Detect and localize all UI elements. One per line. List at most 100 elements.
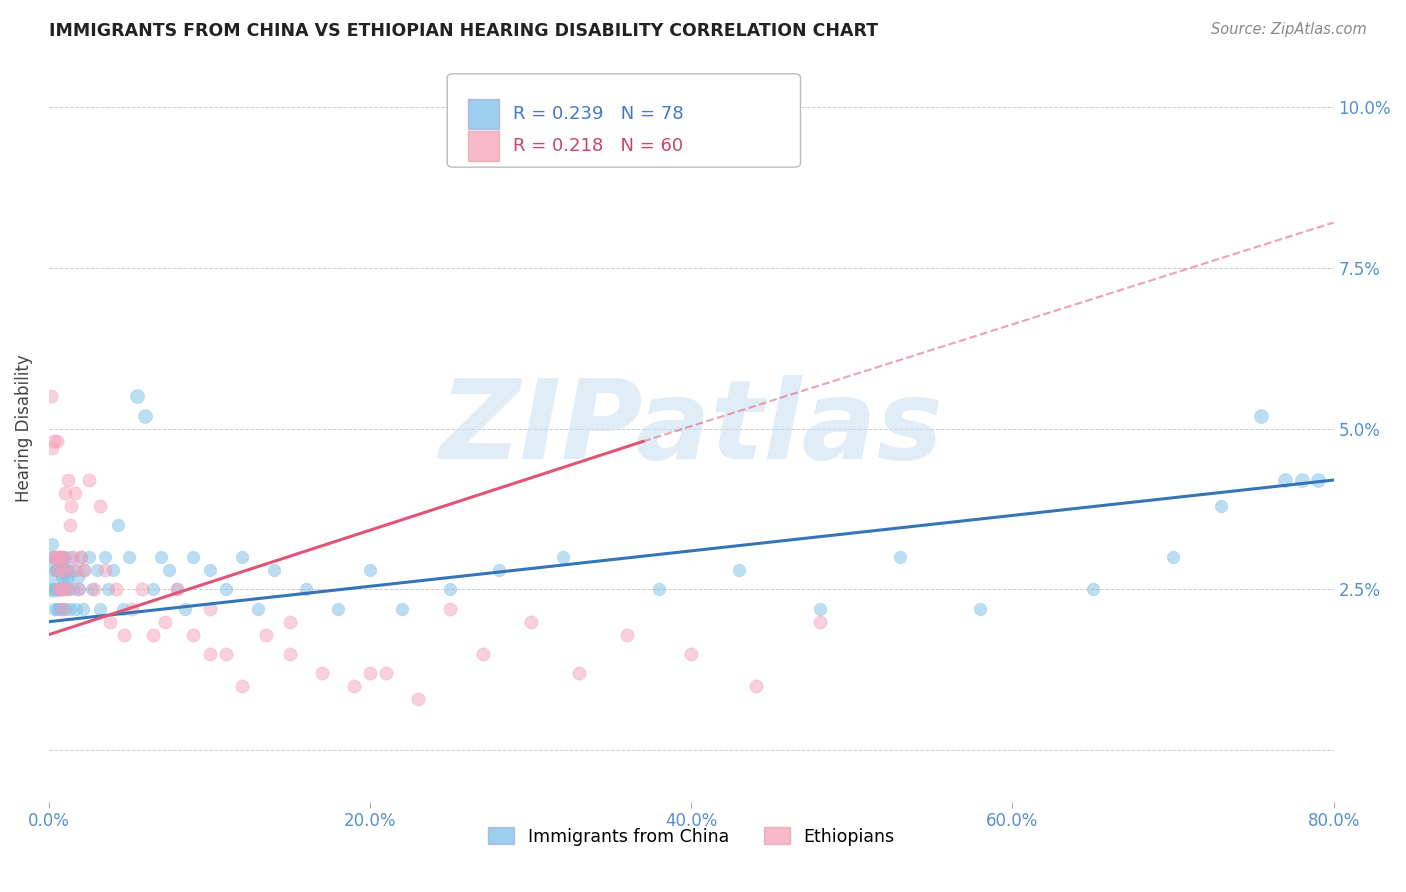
- Point: [48, 582, 70, 597]
- Point: [391, 601, 413, 615]
- Point: [118, 550, 141, 565]
- Point: [52, 550, 75, 565]
- Point: [1081, 582, 1104, 597]
- Point: [142, 582, 165, 597]
- Point: [214, 647, 236, 661]
- Point: [134, 409, 156, 423]
- Text: Source: ZipAtlas.com: Source: ZipAtlas.com: [1211, 22, 1367, 37]
- Point: [62, 582, 84, 597]
- Point: [174, 601, 197, 615]
- Point: [58, 473, 80, 487]
- Point: [439, 601, 461, 615]
- Point: [1274, 473, 1296, 487]
- Point: [359, 666, 381, 681]
- Point: [41, 582, 63, 597]
- Point: [77, 473, 100, 487]
- Point: [62, 550, 84, 565]
- Point: [97, 582, 120, 597]
- Point: [359, 563, 381, 577]
- Point: [295, 582, 318, 597]
- Point: [263, 563, 285, 577]
- Point: [46, 563, 69, 577]
- Point: [55, 569, 77, 583]
- Point: [278, 647, 301, 661]
- Point: [51, 601, 73, 615]
- Text: ZIPatlas: ZIPatlas: [440, 375, 943, 482]
- Point: [311, 666, 333, 681]
- Point: [72, 601, 94, 615]
- Point: [488, 563, 510, 577]
- Point: [42, 601, 65, 615]
- Point: [44, 550, 66, 565]
- Point: [183, 627, 205, 641]
- Point: [53, 550, 76, 565]
- Point: [58, 582, 80, 597]
- Point: [131, 582, 153, 597]
- Point: [46, 434, 69, 449]
- Text: R = 0.218   N = 60: R = 0.218 N = 60: [513, 137, 683, 155]
- Point: [77, 550, 100, 565]
- Point: [744, 679, 766, 693]
- Point: [1291, 473, 1313, 487]
- FancyBboxPatch shape: [447, 74, 800, 167]
- Point: [63, 563, 86, 577]
- Point: [83, 582, 105, 597]
- Point: [66, 569, 89, 583]
- Point: [48, 550, 70, 565]
- Point: [439, 582, 461, 597]
- Point: [681, 647, 703, 661]
- Y-axis label: Hearing Disability: Hearing Disability: [15, 355, 32, 502]
- Point: [49, 582, 72, 597]
- Point: [51, 563, 73, 577]
- Point: [59, 518, 82, 533]
- Point: [39, 389, 62, 403]
- Point: [86, 563, 108, 577]
- Point: [198, 601, 221, 615]
- Point: [808, 601, 831, 615]
- Point: [246, 601, 269, 615]
- Point: [728, 563, 751, 577]
- Point: [63, 486, 86, 500]
- Point: [49, 582, 72, 597]
- Point: [59, 601, 82, 615]
- Point: [107, 518, 129, 533]
- Point: [53, 563, 76, 577]
- Point: [65, 601, 87, 615]
- Point: [94, 563, 117, 577]
- Text: R = 0.239   N = 78: R = 0.239 N = 78: [513, 104, 683, 122]
- Point: [51, 601, 73, 615]
- Point: [183, 550, 205, 565]
- Point: [471, 647, 494, 661]
- Point: [111, 601, 134, 615]
- Point: [82, 582, 104, 597]
- Point: [39, 550, 62, 565]
- Point: [969, 601, 991, 615]
- Point: [42, 569, 65, 583]
- Point: [214, 582, 236, 597]
- Point: [1250, 409, 1272, 423]
- FancyBboxPatch shape: [468, 99, 499, 128]
- Point: [42, 550, 65, 565]
- Point: [153, 615, 176, 629]
- Point: [114, 627, 136, 641]
- Point: [568, 666, 591, 681]
- Point: [157, 563, 180, 577]
- Point: [60, 499, 83, 513]
- Point: [48, 550, 70, 565]
- Point: [121, 601, 143, 615]
- Point: [889, 550, 911, 565]
- Point: [60, 550, 83, 565]
- Point: [41, 441, 63, 455]
- Point: [89, 601, 111, 615]
- Point: [42, 550, 65, 565]
- Point: [49, 550, 72, 565]
- Point: [48, 582, 70, 597]
- Point: [198, 563, 221, 577]
- Point: [326, 601, 349, 615]
- Point: [808, 615, 831, 629]
- Point: [142, 627, 165, 641]
- Point: [49, 563, 72, 577]
- Point: [231, 550, 253, 565]
- Point: [98, 615, 121, 629]
- Point: [53, 486, 76, 500]
